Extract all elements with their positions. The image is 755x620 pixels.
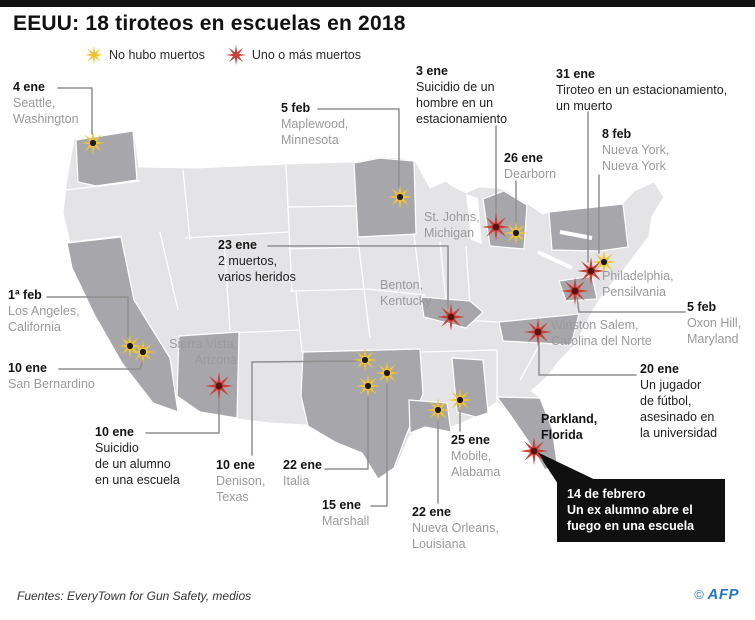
- label-suicide-event: 10 ene Suicidio de un alumno en una escu…: [95, 425, 180, 487]
- label-stjohns-place: St. Johns, Michigan: [424, 210, 480, 240]
- afp-credit: © AFP: [694, 586, 739, 603]
- label-philadelphia-place: Philadelphia, Pensilvania: [602, 269, 674, 299]
- marker-marshall-icon: [375, 361, 399, 385]
- label-maplewood: 5 feb Maplewood, Minnesota: [281, 101, 349, 147]
- marker-benton-icon: [437, 303, 465, 331]
- state-washington: [75, 130, 138, 187]
- marker-dearborn-icon: [504, 221, 528, 245]
- marker-mobile-icon: [448, 388, 472, 412]
- page-title: EEUU: 18 tiroteos en escuelas en 2018: [13, 12, 406, 35]
- label-sierravista-place: Sierra Vista, Arizona: [169, 337, 237, 367]
- legend-deaths-label: Uno o más muertos: [251, 48, 361, 62]
- legend-red-star-icon: [225, 44, 247, 66]
- marker-losangeles-icon: [118, 334, 142, 358]
- afp-logo: AFP: [707, 586, 739, 603]
- label-marshall: 15 ene Marshall: [322, 498, 370, 528]
- marker-denison-icon: [353, 348, 377, 372]
- label-winstonsalem-place: Winston Salem, Carolina del Norte: [551, 318, 652, 348]
- label-denison: 10 ene Denison, Texas: [216, 458, 266, 504]
- connector-lines: [46, 87, 686, 507]
- legend: No hubo muertos Uno o más muertos: [84, 44, 361, 66]
- highlighted-states: [66, 130, 629, 480]
- marker-stjohns-icon: [482, 213, 510, 241]
- label-neworleans: 22 ene Nueva Orleans, Louisiana: [412, 505, 499, 551]
- label-newyork: 8 feb Nueva York, Nueva York: [602, 127, 670, 173]
- label-philadelphia-event: 31 ene Tiroteo en un estacionamiento, un…: [556, 67, 728, 113]
- legend-yellow-star-icon: [84, 45, 104, 65]
- label-university-event: 20 ene Un jugador de fútbol, asesinado e…: [640, 362, 718, 440]
- marker-philadelphia-icon: [577, 257, 605, 285]
- callout-tail: [537, 452, 604, 484]
- callout-line2: fuego en una escuela: [567, 519, 695, 533]
- label-mobile: 25 ene Mobile, Alabama: [451, 433, 501, 479]
- legend-no-deaths-label: No hubo muertos: [109, 48, 205, 62]
- marker-neworleans-icon: [426, 398, 450, 422]
- marker-italia-icon: [356, 374, 380, 398]
- label-sanbernardino: 10 ene San Bernardino: [8, 361, 95, 391]
- sources-text: Fuentes: EveryTown for Gun Safety, medio…: [17, 589, 252, 603]
- label-dearborn: 26 ene Dearborn: [504, 151, 557, 181]
- callout-date: 14 de febrero: [567, 487, 646, 501]
- state-texas: [300, 348, 424, 480]
- marker-sierravista-icon: [205, 372, 233, 400]
- marker-seattle-icon: [81, 131, 105, 155]
- state-minnesota: [353, 157, 417, 238]
- marker-maplewood-icon: [388, 185, 412, 209]
- state-alabama: [451, 357, 489, 418]
- copyright-symbol: ©: [694, 587, 704, 602]
- label-seattle: 4 ene Seattle, Washington: [13, 80, 79, 126]
- label-losangeles: 1ª feb Los Angeles, California: [8, 288, 80, 334]
- top-border-bar: [0, 0, 755, 7]
- marker-winstonsalem-icon: [524, 318, 552, 346]
- callout-line1: Un ex alumno abre el: [567, 503, 693, 517]
- state-california: [66, 236, 179, 413]
- marker-oxonhill-icon: [561, 277, 589, 305]
- great-lakes: [466, 194, 593, 270]
- parkland-callout: 14 de febrero Un ex alumno abre el fuego…: [557, 479, 725, 542]
- label-benton-place: Benton, Kentucky: [380, 278, 432, 308]
- label-stjohns-event: 3 ene Suicidio de un hombre en un estaci…: [416, 64, 508, 126]
- label-parkland-place: Parkland, Florida: [541, 412, 598, 442]
- label-oxonhill: 5 feb Oxon Hill, Maryland: [687, 300, 742, 346]
- label-italia: 22 ene Italia: [283, 458, 322, 488]
- label-benton-event: 23 ene 2 muertos, varios heridos: [218, 238, 296, 284]
